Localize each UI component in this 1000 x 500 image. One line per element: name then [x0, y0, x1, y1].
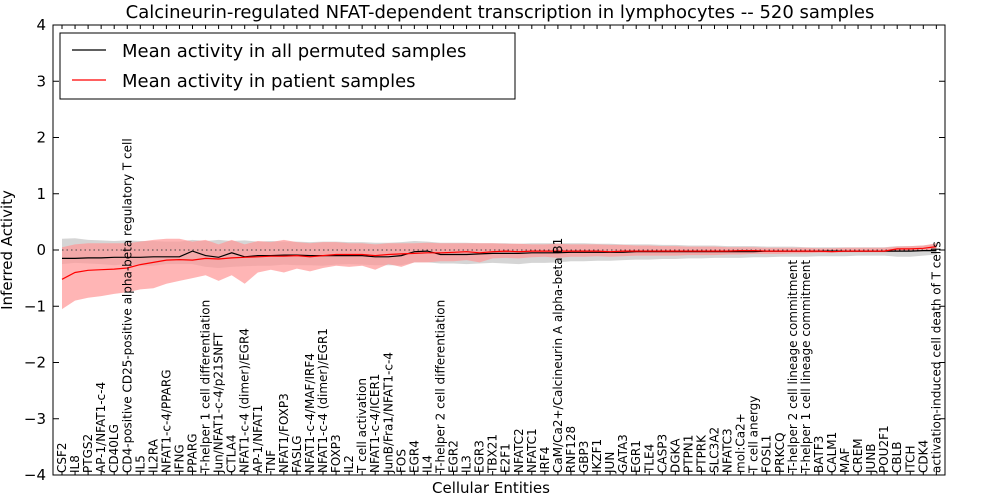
x-category-label: FASLG	[290, 435, 304, 473]
y-tick-label: −3	[24, 410, 46, 428]
x-category-label: Jun/NFAT1-c-4/p21SNFT	[212, 332, 226, 474]
y-axis-ticks: −4 −3 −2 −1 0 1 2 3 4	[24, 16, 945, 484]
x-category-label: CD4-positive CD25-positive alpha-beta re…	[120, 138, 134, 473]
x-category-label: CREM	[851, 438, 865, 473]
x-category-label: CBLB	[890, 441, 904, 473]
x-category-label: NFAT1-c-4/MAF/IRF4	[303, 353, 317, 473]
x-category-label: IKZF1	[590, 439, 604, 473]
x-category-label: activation-induced cell death of T cells	[929, 241, 943, 473]
x-category-label: CSF2	[55, 442, 69, 473]
x-category-label: PPARG	[186, 433, 200, 473]
x-category-label: T-helper 1 cell lineage commitment	[799, 260, 813, 474]
x-category-label: EGR2	[447, 440, 461, 473]
x-category-label: GATA3	[616, 434, 630, 473]
x-category-label: TBX21	[486, 434, 500, 474]
x-category-label: AP-1/NFAT1	[251, 405, 265, 473]
y-tick-label: −2	[24, 354, 46, 372]
y-tick-label: 1	[36, 185, 46, 203]
x-category-label: PRKCQ	[773, 432, 787, 473]
x-axis-category-labels: CSF2 IL8 PTGS2 AP-1/NFAT1-c-4 CD40LG CD4-posi…	[55, 25, 943, 475]
x-category-label: CASP3	[655, 434, 669, 473]
x-category-label: CaM/Ca2+/Calcineurin A alpha-beta B1	[551, 238, 565, 473]
x-category-label: SLC3A2	[708, 427, 722, 473]
x-category-label: FOSL1	[760, 435, 774, 473]
x-category-label: EGR3	[473, 440, 487, 473]
x-category-label: IL8	[68, 455, 82, 473]
x-category-label: NFATC2	[512, 428, 526, 473]
x-category-label: NFAT1-c-4 (dimer)/EGR1	[316, 328, 330, 473]
x-category-label: DGKA	[668, 438, 682, 473]
x-category-label: TLE4	[642, 444, 656, 474]
x-category-label: IFNG	[172, 444, 186, 473]
y-tick-label: −1	[24, 297, 46, 315]
legend: Mean activity in all permuted samples Me…	[59, 32, 516, 100]
line-series-1	[61, 246, 937, 280]
x-category-label: ITCH	[903, 445, 917, 473]
legend-label-permuted: Mean activity in all permuted samples	[122, 41, 466, 62]
x-category-label: CDK4	[916, 440, 930, 473]
x-category-label: NFATC3	[721, 428, 735, 473]
x-category-label: T-helper 2 cell lineage commitment	[786, 260, 800, 474]
x-category-label: EGR1	[629, 440, 643, 473]
x-category-label: mol:Ca2+	[734, 413, 748, 473]
x-category-label: IL4	[420, 455, 434, 473]
x-category-label: PTGS2	[81, 434, 95, 473]
series-lines	[61, 246, 937, 280]
x-category-label: CTLA4	[225, 434, 239, 473]
y-tick-label: −4	[24, 466, 46, 484]
x-category-label: NFAT1-c-4 (dimer)/EGR4	[238, 328, 252, 473]
x-category-label: FOS	[394, 449, 408, 473]
x-category-label: IL5	[133, 455, 147, 473]
y-axis-title: Inferred Activity	[0, 190, 16, 310]
x-category-label: CD40LG	[107, 424, 121, 473]
x-category-label: IRF4	[538, 447, 552, 473]
y-tick-label: 0	[36, 241, 46, 259]
x-category-label: IL2	[342, 455, 356, 473]
x-category-label: NFAT1-c-4/PPARG	[159, 369, 173, 473]
x-category-label: T-helper 2 cell differentiation	[434, 300, 448, 474]
x-category-label: IL2RA	[146, 438, 160, 473]
x-category-label: T cell anergy	[747, 396, 761, 474]
legend-box	[59, 32, 516, 100]
x-category-label: E2F1	[499, 443, 513, 473]
x-category-label: NFATC1	[525, 428, 539, 473]
x-category-label: BATF3	[812, 436, 826, 473]
x-category-label: MAF	[838, 447, 852, 473]
x-category-label: EGR4	[407, 440, 421, 473]
chart-title: Calcineurin-regulated NFAT-dependent tra…	[126, 2, 875, 23]
x-category-label: T-helper 1 cell differentiation	[199, 300, 213, 474]
x-category-label: TNF	[264, 450, 278, 474]
x-category-label: NFAT1/FOXP3	[277, 393, 291, 473]
x-category-label: IL3	[460, 455, 474, 473]
y-tick-label: 3	[36, 72, 46, 90]
legend-label-patient: Mean activity in patient samples	[122, 71, 416, 92]
y-tick-label: 2	[36, 129, 46, 147]
x-category-label: CALM1	[825, 432, 839, 473]
x-category-label: JUNB	[864, 443, 878, 474]
x-category-label: RNF128	[564, 426, 578, 473]
x-category-label: FOXP3	[329, 434, 343, 473]
x-category-label: NFAT1-c-4/ICER1	[368, 374, 382, 473]
x-category-label: JUN	[603, 452, 617, 474]
x-category-label: JunB/Fra1/NFAT1-c-4	[381, 352, 395, 474]
x-category-label: PTPN1	[681, 435, 695, 473]
x-category-label: POU2F1	[877, 425, 891, 473]
x-category-label: AP-1/NFAT1-c-4	[94, 382, 108, 473]
x-category-label: T cell activation	[355, 378, 369, 474]
y-tick-label: 4	[36, 16, 46, 34]
x-category-label: GBP3	[577, 441, 591, 473]
x-axis-title: Cellular Entities	[432, 479, 550, 497]
x-category-label: PTPRK	[695, 434, 709, 473]
